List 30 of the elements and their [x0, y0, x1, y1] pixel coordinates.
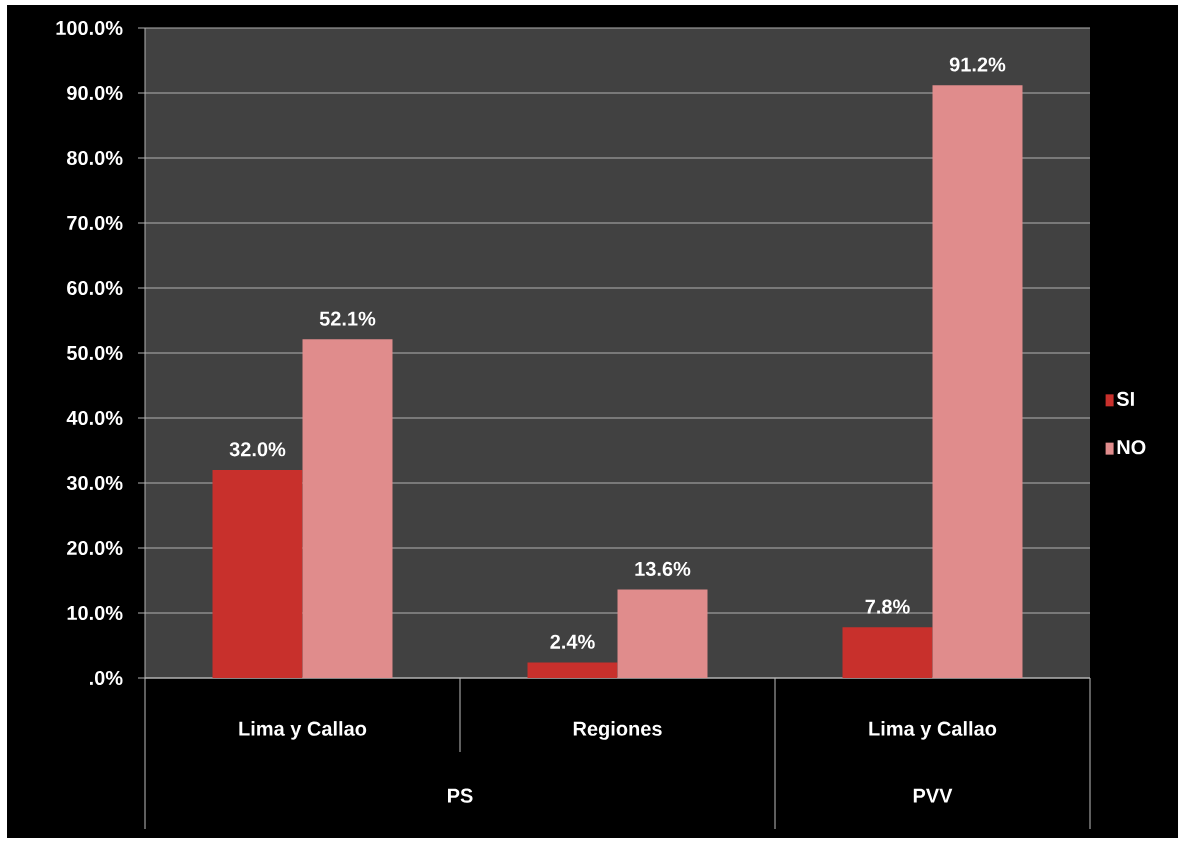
bar — [302, 339, 393, 678]
y-tick-label: 90.0% — [67, 85, 123, 101]
data-label: 7.8% — [865, 599, 910, 614]
bar — [212, 469, 303, 678]
data-label: 2.4% — [550, 634, 595, 649]
y-tick-label: 70.0% — [67, 215, 123, 231]
data-label: 13.6% — [635, 561, 691, 576]
legend-label: SI — [1116, 391, 1134, 407]
y-tick-label: 50.0% — [66, 345, 123, 361]
x-tick-label: Lima y Callao — [869, 721, 997, 740]
bar — [617, 589, 708, 678]
y-tick-label: 20.0% — [67, 540, 123, 556]
bar — [932, 85, 1023, 678]
data-label: 32.0% — [229, 442, 286, 457]
y-tick-label: 80.0% — [66, 150, 123, 166]
bar — [842, 627, 933, 678]
data-label: 52.1% — [319, 311, 376, 326]
y-tick-label: 40.0% — [66, 410, 123, 426]
y-tick-label: .0% — [89, 670, 123, 686]
legend-label: NO — [1117, 440, 1146, 455]
text: PS — [448, 788, 473, 803]
y-tick-label: 100.0% — [56, 20, 123, 36]
y-tick-label: 60.0% — [67, 280, 123, 296]
data-label: 91.2% — [949, 57, 1006, 72]
x-tick-label: Regiones — [573, 721, 662, 740]
y-tick-label: 30.0% — [66, 475, 123, 491]
x-tick-label: Lima y Callao — [239, 721, 367, 740]
bar — [527, 662, 618, 678]
text: PVV — [913, 788, 953, 803]
y-tick-label: 10.0% — [67, 605, 123, 621]
